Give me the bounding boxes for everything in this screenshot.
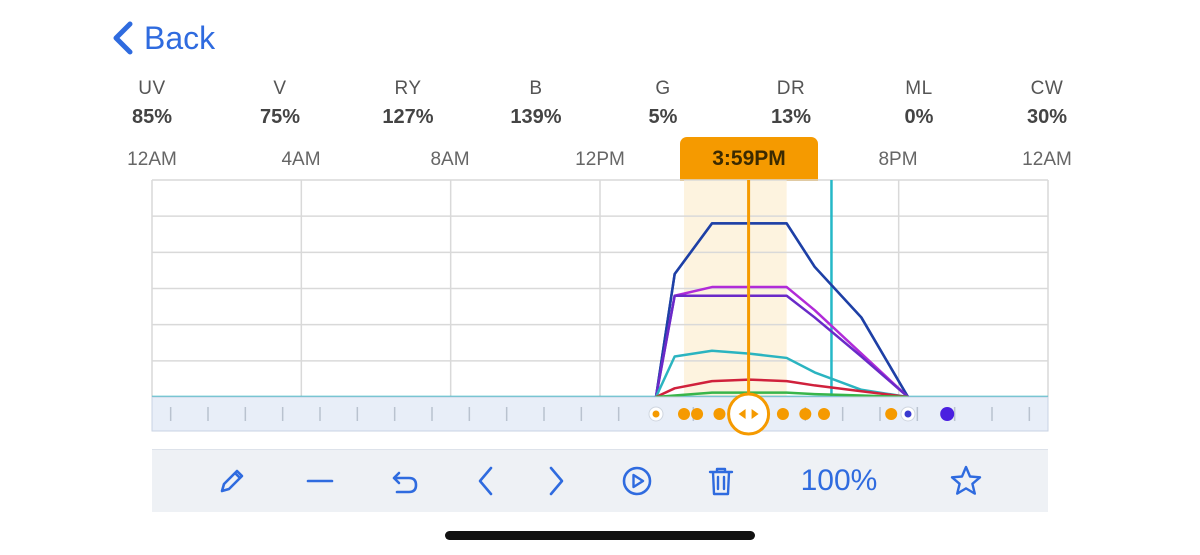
play-icon xyxy=(622,466,652,496)
channel-v[interactable]: V 75% xyxy=(216,78,344,129)
star-icon xyxy=(950,465,982,495)
schedule-point[interactable] xyxy=(691,408,704,420)
channel-name: ML xyxy=(905,78,933,99)
channel-value: 30% xyxy=(1026,106,1068,128)
channel-g[interactable]: G 5% xyxy=(599,78,727,129)
channel-dr[interactable]: DR 13% xyxy=(727,78,855,129)
series-line xyxy=(654,285,909,398)
channel-value: 85% xyxy=(131,106,173,128)
timeline-track[interactable] xyxy=(151,396,1049,432)
home-indicator xyxy=(445,531,755,540)
time-label: 12AM xyxy=(1022,149,1072,170)
channel-value: 75% xyxy=(259,106,301,128)
sunrise-marker-dot xyxy=(652,410,660,418)
time-label: 8AM xyxy=(430,149,470,170)
drag-arrows-icon xyxy=(738,409,759,419)
chevron-right-icon xyxy=(549,466,564,496)
series-line xyxy=(655,391,909,399)
channel-b[interactable]: B 139% xyxy=(472,78,600,129)
pencil-icon xyxy=(220,469,244,493)
channel-name: V xyxy=(273,78,287,99)
chevron-left-icon xyxy=(110,18,140,58)
toolbar: 100% xyxy=(152,449,1048,512)
channel-value: 5% xyxy=(648,106,678,128)
back-label: Back xyxy=(144,19,216,56)
zoom-label: 100% xyxy=(800,464,878,497)
channel-uv[interactable]: UV 85% xyxy=(88,78,216,129)
chevron-left-icon xyxy=(478,466,493,496)
series-line xyxy=(654,294,909,398)
undo-icon xyxy=(392,471,418,494)
channel-value: 127% xyxy=(382,106,434,128)
play-button[interactable] xyxy=(615,450,659,512)
current-time-badge[interactable]: 3:59PM xyxy=(680,137,818,181)
channel-name: G xyxy=(655,78,671,99)
time-label: 12AM xyxy=(127,149,177,170)
channel-name: RY xyxy=(394,78,422,99)
channel-value: 13% xyxy=(770,106,812,128)
time-label: 12PM xyxy=(575,149,625,170)
undo-button[interactable] xyxy=(383,450,427,512)
series-line xyxy=(654,349,909,399)
channel-name: DR xyxy=(776,78,806,99)
channel-levels: UV 85% V 75% RY 127% B 139% G 5% DR 13% … xyxy=(88,78,1138,134)
moon-marker-dot xyxy=(904,410,912,418)
minus-icon xyxy=(306,479,334,483)
channel-name: B xyxy=(529,78,543,99)
channel-ml[interactable]: ML 0% xyxy=(855,78,983,129)
schedule-point[interactable] xyxy=(713,408,726,420)
back-button[interactable]: Back xyxy=(110,16,215,60)
delete-button[interactable] xyxy=(699,450,743,512)
channel-value: 139% xyxy=(510,106,562,128)
time-scrubber-handle[interactable] xyxy=(727,392,771,436)
time-label: 8PM xyxy=(878,149,918,170)
previous-button[interactable] xyxy=(464,450,508,512)
next-button[interactable] xyxy=(534,450,578,512)
schedule-chart[interactable] xyxy=(0,0,1200,445)
channel-name: CW xyxy=(1030,78,1064,99)
schedule-point[interactable] xyxy=(818,408,830,420)
channel-ry[interactable]: RY 127% xyxy=(344,78,472,129)
schedule-point[interactable] xyxy=(799,408,812,420)
schedule-point[interactable] xyxy=(776,408,789,420)
trash-icon xyxy=(708,467,734,496)
schedule-point[interactable] xyxy=(678,408,690,420)
channel-cw[interactable]: CW 30% xyxy=(983,78,1111,129)
channel-name: UV xyxy=(138,78,166,99)
schedule-point-violet[interactable] xyxy=(940,407,955,421)
zoom-button[interactable]: 100% xyxy=(782,450,896,512)
remove-point-button[interactable] xyxy=(298,450,342,512)
time-label: 4AM xyxy=(281,149,321,170)
channel-value: 0% xyxy=(904,106,934,128)
schedule-point[interactable] xyxy=(885,408,898,420)
series-line xyxy=(654,222,910,398)
edit-button[interactable] xyxy=(210,450,254,512)
favorite-button[interactable] xyxy=(944,450,988,512)
series-line xyxy=(655,378,909,399)
